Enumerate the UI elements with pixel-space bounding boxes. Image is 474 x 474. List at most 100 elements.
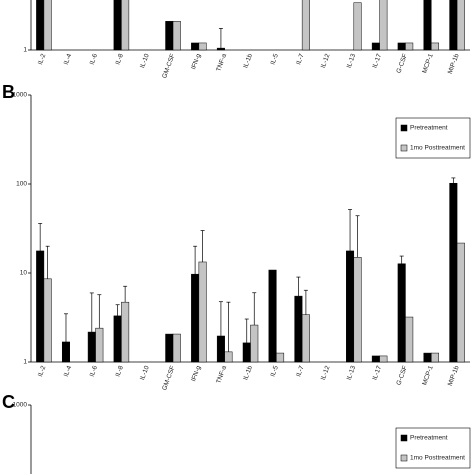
bar <box>198 261 207 363</box>
x-tick-label: IL-4 <box>63 365 74 378</box>
bar <box>405 316 414 363</box>
bar <box>95 327 104 363</box>
legend-box <box>395 427 471 469</box>
legend-swatch <box>400 434 408 442</box>
legend-swatch <box>400 454 408 462</box>
x-tick-label: IL-7 <box>295 365 306 378</box>
bar <box>242 342 251 363</box>
error-bar <box>115 304 120 316</box>
legend-label: Pretreatment <box>410 435 448 442</box>
bar <box>172 333 181 363</box>
bar <box>87 331 96 363</box>
bar <box>301 0 310 51</box>
panel-label: B <box>2 82 15 102</box>
x-tick-label: IL-12 <box>320 53 332 70</box>
legend-label: Pretreatment <box>410 125 448 132</box>
bar <box>301 314 310 363</box>
y-tick-label: 10 <box>20 270 28 277</box>
x-tick-label: IL-1b <box>242 53 254 70</box>
legend-label: 1mo Posttreatment <box>410 145 465 152</box>
x-tick-label: TNF-a <box>215 53 228 73</box>
bar <box>165 333 174 363</box>
error-bar <box>63 313 68 342</box>
bar <box>36 0 45 51</box>
x-tick-label: IL-17 <box>371 53 383 70</box>
error-bar <box>218 28 223 49</box>
x-tick-label: IL-6 <box>89 365 100 378</box>
legend-swatch <box>400 144 408 152</box>
bar <box>224 351 233 363</box>
x-tick-label: G-CSF <box>395 365 409 386</box>
bar <box>198 42 207 51</box>
bar <box>191 42 200 51</box>
error-bar <box>45 245 50 279</box>
x-tick-label: IFN-g <box>190 53 202 71</box>
x-tick-label: IL-8 <box>114 365 125 378</box>
y-tick-label: 1 <box>23 359 27 366</box>
bar <box>423 0 432 51</box>
x-tick-label: GM-CSF <box>161 365 176 392</box>
x-tick-label: MCP-1 <box>421 365 435 387</box>
bar <box>276 352 285 363</box>
bar <box>353 2 362 51</box>
bar <box>431 352 440 363</box>
error-bar <box>218 301 223 336</box>
bar <box>379 0 388 51</box>
x-tick-label: IL-17 <box>371 365 383 382</box>
x-tick-label: MIP-1b <box>447 53 461 75</box>
error-bar <box>296 276 301 297</box>
bar <box>405 42 414 51</box>
x-tick-label: IL-12 <box>320 365 332 382</box>
y-tick-label: 1000 <box>13 402 28 409</box>
bar <box>172 21 181 51</box>
x-tick-label: IL-8 <box>114 53 125 66</box>
error-bar <box>123 285 128 303</box>
bar <box>449 0 458 51</box>
bar <box>113 0 122 51</box>
error-bar <box>355 215 360 258</box>
bar <box>268 269 277 363</box>
bar <box>121 0 130 51</box>
bar <box>346 250 355 363</box>
y-tick-label: 1000 <box>13 92 28 99</box>
x-tick-label: IFN-g <box>190 365 202 383</box>
y-tick-label: 100 <box>16 181 27 188</box>
error-bar <box>200 230 205 262</box>
error-bar <box>97 294 102 329</box>
x-tick-label: G-CSF <box>395 53 409 74</box>
bar <box>371 42 380 51</box>
bar <box>371 355 380 363</box>
x-tick-label: MIP-1b <box>447 365 461 387</box>
bar <box>250 324 259 363</box>
bar <box>294 295 303 363</box>
x-tick-label: IL-10 <box>139 53 151 70</box>
bar <box>43 278 52 363</box>
x-tick-label: IL-5 <box>269 53 280 66</box>
x-tick-label: IL-13 <box>346 365 358 382</box>
error-bar <box>451 177 456 184</box>
error-bar <box>226 301 231 352</box>
error-bar <box>399 255 404 264</box>
error-bar <box>244 318 249 343</box>
x-tick-label: IL-5 <box>269 365 280 378</box>
bar <box>397 263 406 363</box>
error-bar <box>303 289 308 315</box>
bar <box>36 250 45 363</box>
legend-swatch <box>400 124 408 132</box>
x-tick-label: IL-1b <box>242 365 254 382</box>
bar <box>353 257 362 363</box>
x-tick-label: MCP-1 <box>421 53 435 75</box>
x-tick-label: IL-13 <box>346 53 358 70</box>
bar <box>397 42 406 51</box>
bar <box>165 21 174 51</box>
error-bar <box>89 292 94 333</box>
error-bar <box>348 209 353 251</box>
bar <box>456 0 465 51</box>
x-tick-label: TNF-a <box>215 365 228 385</box>
x-tick-label: IL-2 <box>37 365 48 378</box>
error-bar <box>193 245 198 275</box>
bar <box>431 42 440 51</box>
bar <box>456 242 465 363</box>
legend-label: 1mo Posttreatment <box>410 455 465 462</box>
